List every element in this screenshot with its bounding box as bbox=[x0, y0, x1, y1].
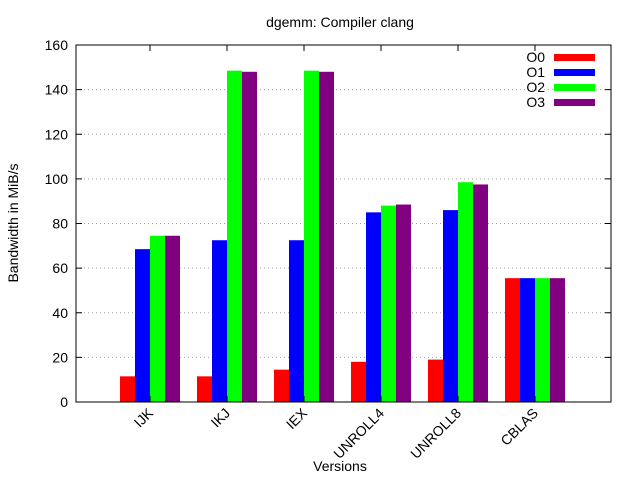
bar-o0-unroll8 bbox=[428, 359, 443, 402]
bar-o1-ikj bbox=[212, 240, 227, 402]
legend-swatch bbox=[554, 84, 595, 91]
legend-swatch bbox=[554, 69, 595, 76]
bars-layer bbox=[120, 70, 565, 403]
bar-o3-cblas bbox=[550, 278, 565, 402]
bar-o3-ijk bbox=[165, 235, 180, 402]
bar-o3-unroll8 bbox=[473, 184, 488, 402]
bar-o0-ikj bbox=[197, 376, 212, 402]
bar-o0-cblas bbox=[505, 278, 520, 402]
y-tick-label: 120 bbox=[45, 126, 69, 142]
x-tick-label: UNROLL8 bbox=[407, 405, 464, 462]
bar-o1-unroll8 bbox=[443, 210, 458, 402]
x-tick-label: IEX bbox=[283, 404, 311, 432]
y-tick-label: 20 bbox=[52, 349, 68, 365]
bar-o2-iex bbox=[304, 70, 319, 403]
bar-o1-iex bbox=[289, 240, 304, 402]
legend-label: O1 bbox=[526, 64, 545, 80]
y-tick-label: 140 bbox=[45, 82, 69, 98]
legend-swatch bbox=[554, 99, 595, 106]
x-tick-label: IKJ bbox=[207, 405, 233, 431]
y-axis-label: Bandwidth in MiB/s bbox=[5, 163, 21, 282]
y-tick-label: 100 bbox=[45, 171, 69, 187]
bar-o1-unroll4 bbox=[366, 212, 381, 402]
bar-o3-unroll4 bbox=[396, 204, 411, 402]
ticks-layer bbox=[76, 44, 611, 403]
y-tick-label: 40 bbox=[52, 305, 68, 321]
bar-o2-unroll8 bbox=[458, 182, 473, 402]
legend-label: O2 bbox=[526, 79, 545, 95]
legend-label: O3 bbox=[526, 94, 545, 110]
bar-o1-ijk bbox=[135, 249, 150, 402]
chart-title: dgemm: Compiler clang bbox=[266, 14, 414, 30]
y-tick-label: 0 bbox=[60, 394, 68, 410]
legend-swatch bbox=[554, 54, 595, 61]
bar-o0-ijk bbox=[120, 376, 135, 402]
bar-o0-unroll4 bbox=[351, 361, 366, 402]
bar-o3-ikj bbox=[242, 71, 257, 403]
y-tick-label: 80 bbox=[52, 216, 68, 232]
bar-o0-iex bbox=[274, 369, 289, 402]
x-axis-label: Versions bbox=[313, 458, 367, 474]
x-tick-label: IJK bbox=[130, 404, 156, 430]
x-tick-label: UNROLL4 bbox=[330, 405, 387, 462]
bar-o2-cblas bbox=[535, 278, 550, 402]
bar-o2-ikj bbox=[227, 70, 242, 403]
y-tick-label: 160 bbox=[45, 37, 69, 53]
y-tick-label: 60 bbox=[52, 260, 68, 276]
x-tick-labels: IJK IKJ IEX UNROLL4 UNROLL8 CBLAS bbox=[130, 404, 541, 461]
bar-o2-ijk bbox=[150, 235, 165, 402]
y-tick-labels: 0 20 40 60 80 100 120 140 160 bbox=[45, 37, 69, 410]
x-tick-label: CBLAS bbox=[497, 405, 541, 449]
bar-o3-iex bbox=[319, 71, 334, 403]
bar-o1-cblas bbox=[520, 278, 535, 402]
legend-label: O0 bbox=[526, 49, 545, 65]
bar-o2-unroll4 bbox=[381, 205, 396, 402]
